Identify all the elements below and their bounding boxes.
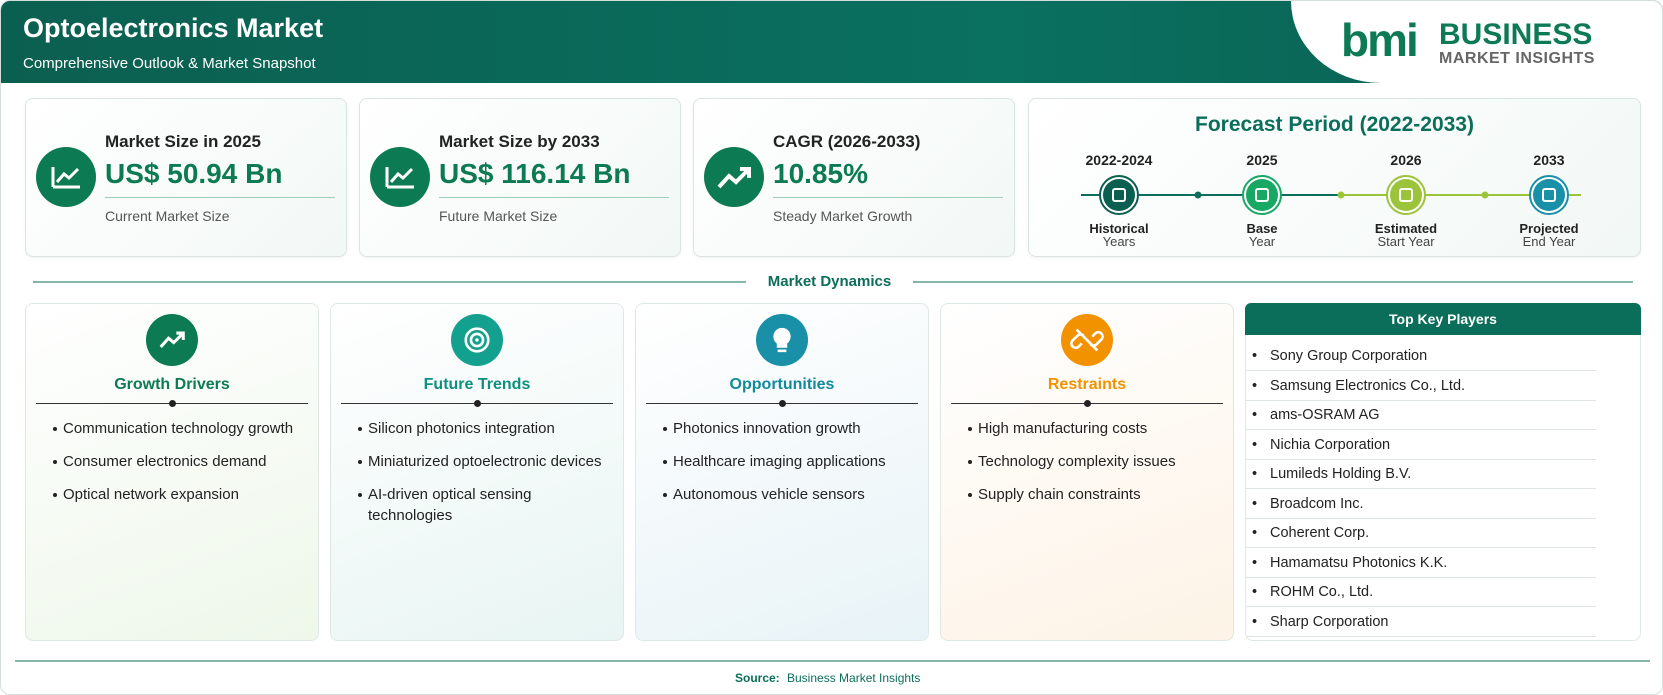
panel-item: Miniaturized optoelectronic devices [368, 453, 602, 470]
logo-mark: bmi [1341, 14, 1419, 66]
logo-name: BUSINESS [1439, 18, 1593, 51]
player: Sony Group Corporation [1246, 342, 1596, 371]
stage-label: Projected [1519, 221, 1579, 236]
stage-label: Estimated [1374, 221, 1438, 236]
stage-sublabel: Start Year [1377, 234, 1435, 249]
panel-item: Silicon photonics integration [368, 420, 555, 437]
panel-rule-dot [474, 400, 481, 407]
kpi-label: Market Size by 2033 [439, 132, 600, 151]
player: Samsung Electronics Co., Ltd. [1246, 372, 1596, 401]
panel-rule-dot [169, 400, 176, 407]
icon [451, 314, 503, 366]
icon [704, 147, 764, 207]
kpi-note: Steady Market Growth [773, 208, 913, 224]
icon [370, 147, 430, 207]
kpi-note: Future Market Size [439, 208, 558, 224]
bullet [663, 493, 667, 497]
panel-title: Opportunities [729, 376, 835, 393]
stage-period: 2033 [1533, 152, 1565, 168]
panel-item: High manufacturing costs [978, 420, 1148, 437]
kpi-value: 10.85% [773, 158, 868, 189]
bullet [358, 460, 362, 464]
icon [756, 314, 808, 366]
kpi-label: Market Size in 2025 [105, 132, 261, 151]
panel-item: Healthcare imaging applications [673, 453, 886, 470]
panel-item: Supply chain constraints [978, 486, 1141, 503]
source-text: Business Market Insights [787, 671, 921, 685]
panel-item: Communication technology growth [63, 420, 294, 437]
section-title: Market Dynamics [767, 273, 892, 290]
bullet [53, 427, 57, 431]
logo-background [1291, 1, 1662, 83]
kpi-rule [439, 197, 669, 198]
bullet [968, 460, 972, 464]
icon [1061, 314, 1113, 366]
panel-item: AI-driven optical sensing technologies [368, 486, 532, 524]
logo-tagline: MARKET INSIGHTS [1439, 50, 1595, 67]
kpi-rule [105, 197, 335, 198]
player: Nichia Corporation [1246, 431, 1596, 460]
panel-item: Consumer electronics demand [63, 453, 267, 470]
stage-period: 2022-2024 [1085, 152, 1153, 168]
player: ROHM Co., Ltd. [1246, 578, 1596, 607]
bullet [968, 427, 972, 431]
source-label: Source: [735, 671, 780, 685]
panel-rule-dot [1084, 400, 1091, 407]
subtitle: Comprehensive Outlook & Market Snapshot [23, 55, 316, 72]
bullet [53, 493, 57, 497]
panel-item: Photonics innovation growth [673, 420, 861, 437]
bullet [968, 493, 972, 497]
panel-rule-dot [779, 400, 786, 407]
kpi-note: Current Market Size [105, 208, 230, 224]
panel-item: Technology complexity issues [978, 453, 1176, 470]
stage-sublabel: Year [1248, 234, 1276, 249]
player: ams-OSRAM AG [1246, 401, 1596, 430]
bullet [358, 493, 362, 497]
panel-item: Optical network expansion [63, 486, 239, 503]
stage-sublabel: Years [1102, 234, 1136, 249]
kpi-label: CAGR (2026-2033) [773, 132, 921, 151]
bullet [53, 460, 57, 464]
forecast-title: Forecast Period (2022-2033) [1195, 113, 1474, 136]
player: Lumileds Holding B.V. [1246, 460, 1596, 489]
kpi-value: US$ 116.14 Bn [439, 158, 631, 189]
player: Coherent Corp. [1246, 519, 1596, 548]
stage-label: Historical [1089, 221, 1149, 236]
bullet [663, 460, 667, 464]
kpi-card [359, 98, 681, 257]
bullet [358, 427, 362, 431]
stage-period: 2025 [1246, 152, 1278, 168]
player: Hamamatsu Photonics K.K. [1246, 549, 1596, 578]
players-header: Top Key Players [1245, 303, 1641, 335]
stage-sublabel: End Year [1522, 234, 1576, 249]
stage-label: Base [1246, 221, 1278, 236]
icon [146, 314, 198, 366]
kpi-value: US$ 50.94 Bn [105, 158, 283, 189]
panel-item: Autonomous vehicle sensors [673, 486, 865, 503]
stage-period: 2026 [1390, 152, 1422, 168]
panel-title: Restraints [1047, 376, 1127, 393]
panel-title: Growth Drivers [114, 376, 230, 393]
bullet [663, 427, 667, 431]
player: Broadcom Inc. [1246, 490, 1596, 519]
kpi-rule [773, 197, 1003, 198]
icon [36, 147, 96, 207]
title: Optoelectronics Market [23, 13, 324, 43]
player: Sharp Corporation [1246, 608, 1596, 637]
panel-title: Future Trends [423, 376, 531, 393]
